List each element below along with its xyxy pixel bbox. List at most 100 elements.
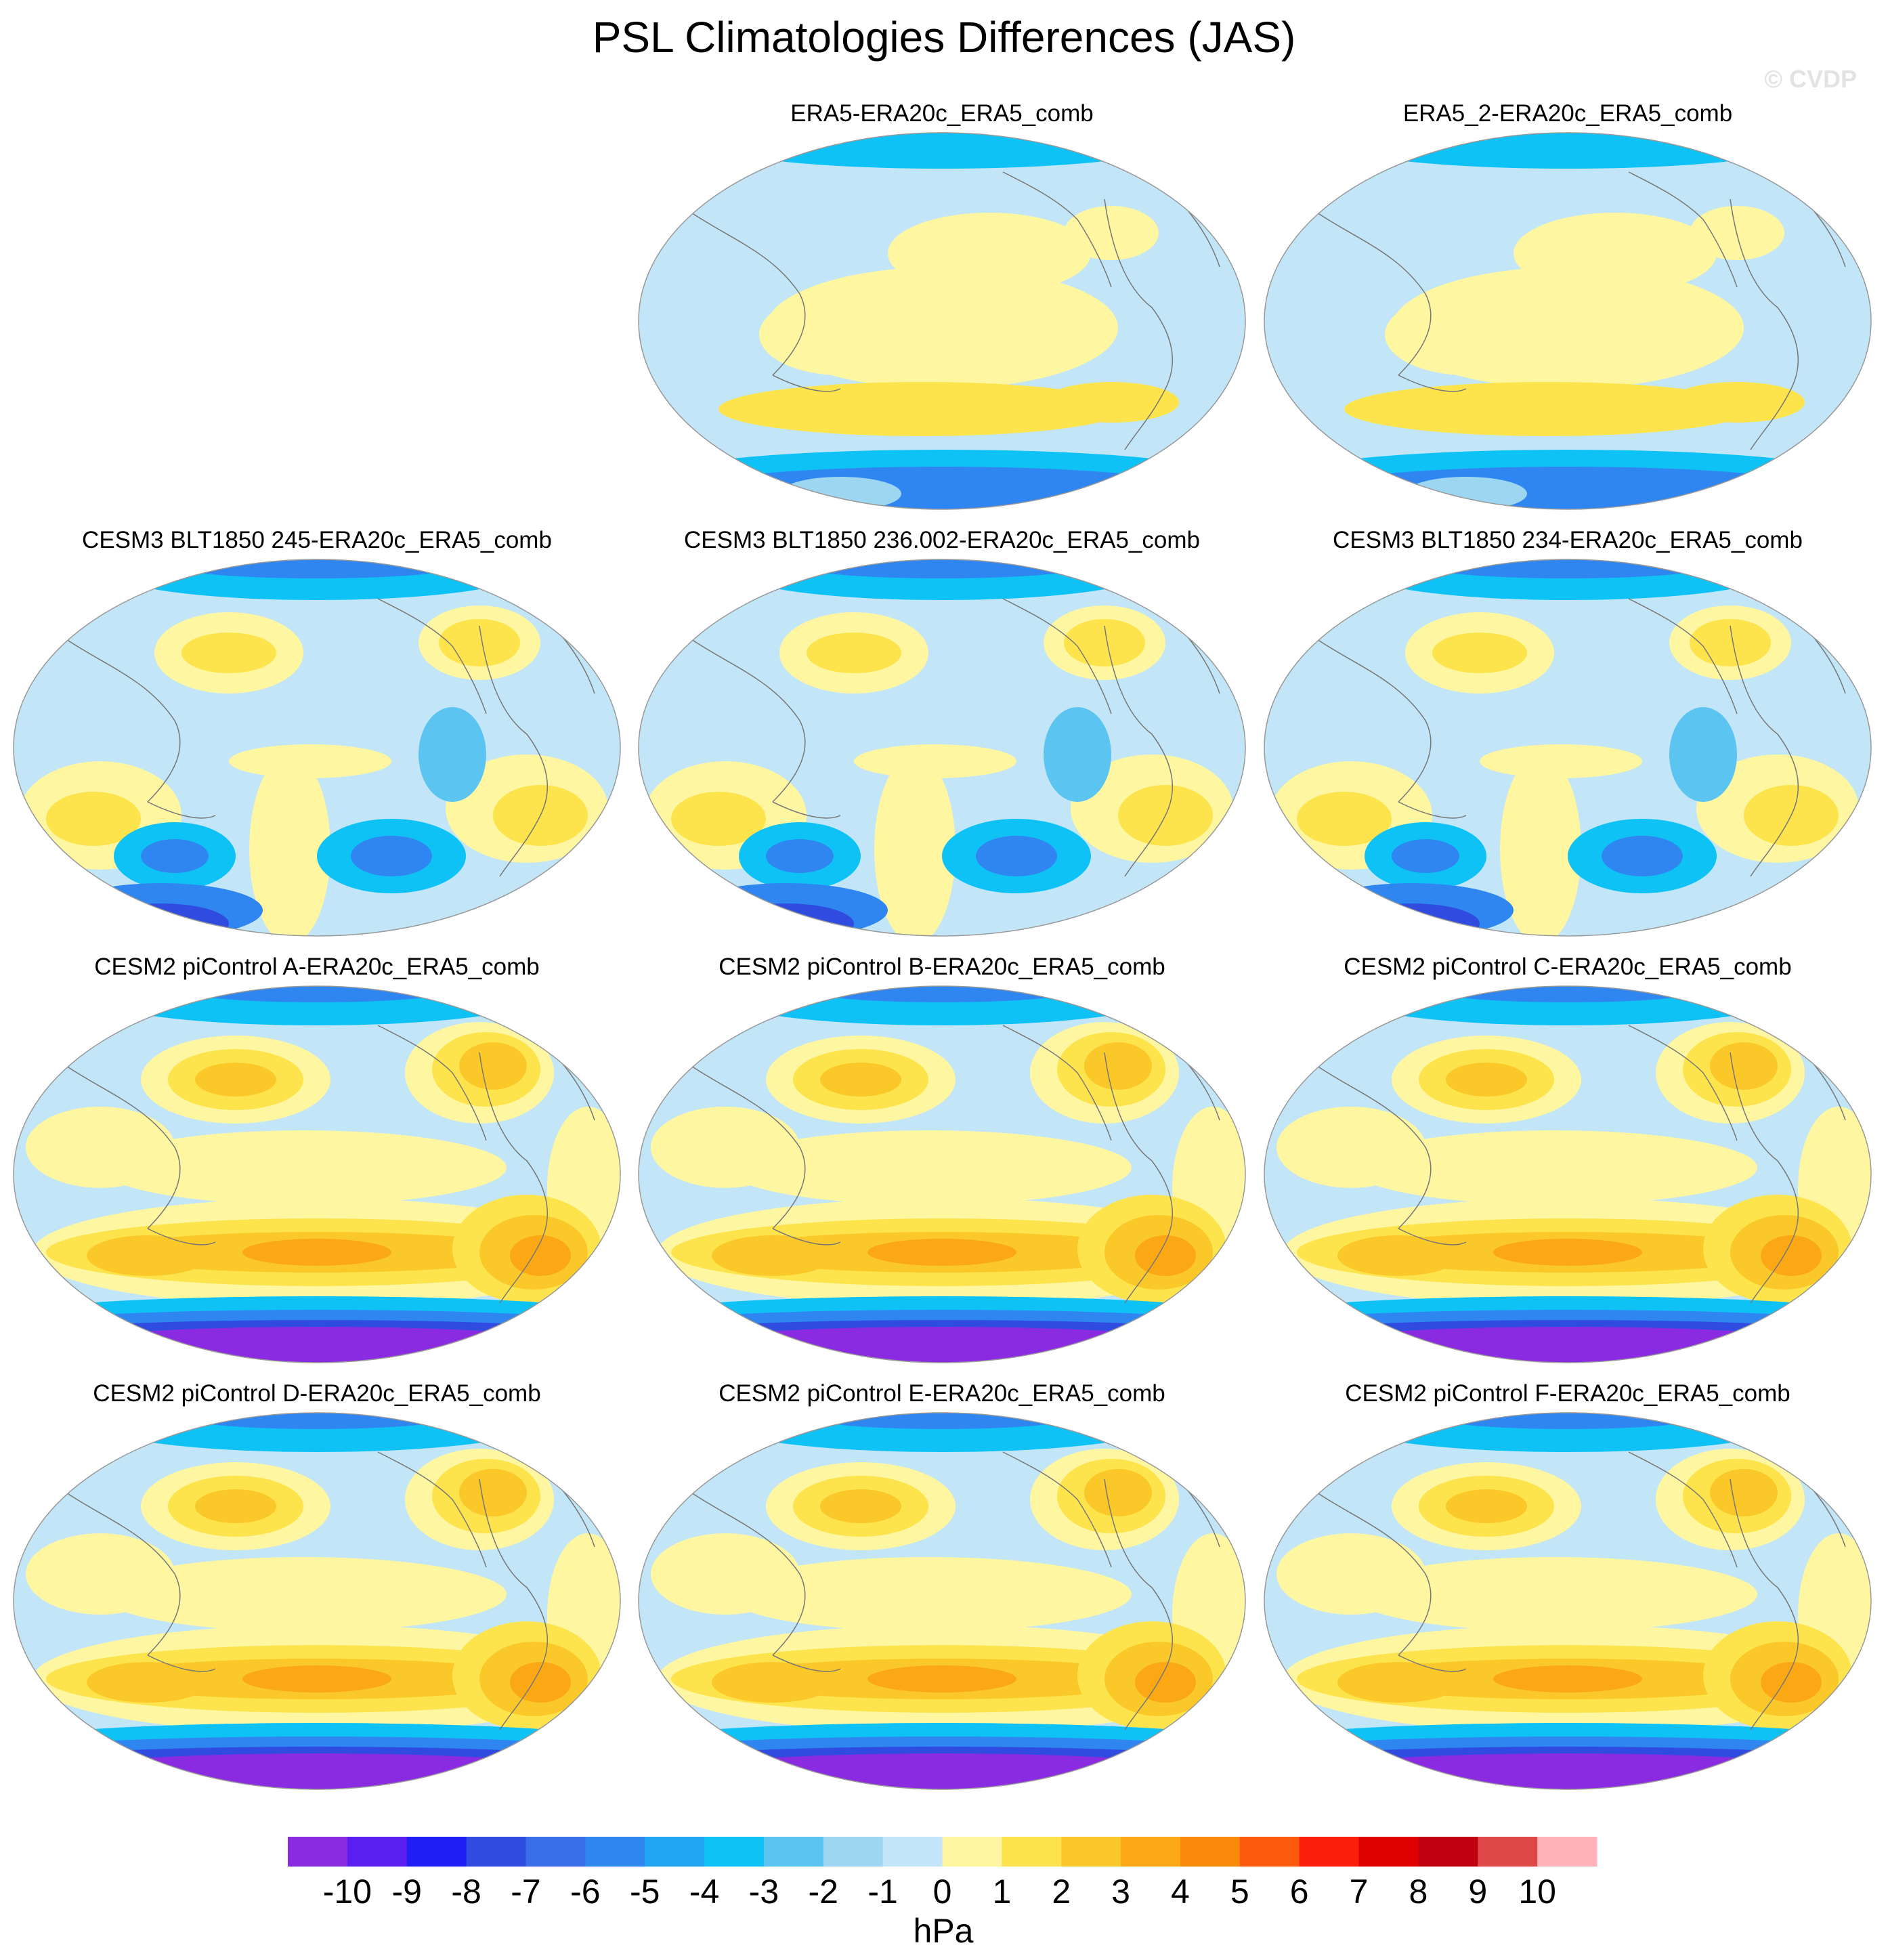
contour-region bbox=[820, 1489, 901, 1523]
panel-title: CESM2 piControl A-ERA20c_ERA5_comb bbox=[94, 954, 540, 980]
contour-region bbox=[351, 836, 432, 876]
coastline bbox=[1398, 801, 1467, 819]
contour-region bbox=[1351, 1130, 1757, 1205]
contour-region bbox=[746, 394, 854, 424]
contour-region bbox=[1351, 1557, 1757, 1632]
contour-region bbox=[1064, 619, 1145, 666]
coastline bbox=[1316, 639, 1432, 803]
contour-region bbox=[1761, 1235, 1822, 1276]
colorbar-swatch bbox=[823, 1837, 884, 1867]
map-panel: ERA5-ERA20c_ERA5_comb bbox=[637, 100, 1247, 520]
coastline bbox=[66, 1492, 181, 1656]
contour-region bbox=[87, 1235, 209, 1276]
contour-region bbox=[242, 1665, 391, 1692]
colorbar-tick-label: 6 bbox=[1290, 1873, 1309, 1911]
coastline bbox=[1002, 1451, 1112, 1568]
contour-region bbox=[1135, 1662, 1196, 1703]
contour-region bbox=[766, 839, 834, 873]
coastline bbox=[1316, 212, 1432, 376]
colorbar-swatch bbox=[882, 1837, 943, 1867]
colorbar-tick-label: -4 bbox=[689, 1873, 719, 1911]
map-outline bbox=[1264, 132, 1872, 510]
map-panel: CESM2 piControl F-ERA20c_ERA5_comb bbox=[1263, 1380, 1872, 1800]
contour-region bbox=[1371, 394, 1480, 424]
contour-region bbox=[26, 1533, 175, 1615]
contour-region bbox=[1084, 1469, 1152, 1516]
colorbar-swatch bbox=[942, 1837, 1002, 1867]
colorbar-swatch bbox=[1180, 1837, 1241, 1867]
robinson-map bbox=[638, 559, 1246, 937]
coastline bbox=[1104, 1478, 1174, 1730]
contour-region bbox=[1276, 1107, 1425, 1188]
panel-title: ERA5-ERA20c_ERA5_comb bbox=[790, 100, 1094, 127]
contour-region bbox=[867, 1665, 1016, 1692]
robinson-map bbox=[1264, 985, 1872, 1363]
contour-region bbox=[651, 1107, 800, 1188]
colorbar-swatch bbox=[347, 1837, 408, 1867]
contour-region bbox=[1500, 754, 1581, 936]
colorbar-tick-label: 2 bbox=[1052, 1873, 1071, 1911]
colorbar-swatch bbox=[763, 1837, 824, 1867]
map-outline bbox=[1264, 559, 1872, 937]
colorbar-tick-label: -6 bbox=[570, 1873, 600, 1911]
colorbar-tick-label: -3 bbox=[749, 1873, 779, 1911]
coastline bbox=[1628, 598, 1738, 715]
contour-region bbox=[888, 213, 1091, 294]
panel-title: CESM3 BLT1850 245-ERA20c_ERA5_comb bbox=[82, 527, 552, 553]
colorbar-swatch bbox=[1299, 1837, 1360, 1867]
coastline bbox=[377, 1025, 487, 1141]
colorbar-tick-label: -7 bbox=[511, 1873, 540, 1911]
contour-region bbox=[725, 1557, 1132, 1632]
coastline bbox=[147, 1228, 216, 1245]
contour-region bbox=[1514, 213, 1717, 294]
contour-region bbox=[100, 1130, 507, 1205]
colorbar-tick-label: 10 bbox=[1518, 1873, 1556, 1911]
panel-title: CESM2 piControl F-ERA20c_ERA5_comb bbox=[1345, 1380, 1790, 1407]
contour-region bbox=[1392, 839, 1459, 873]
coastline bbox=[1398, 375, 1467, 392]
map-panel: CESM2 piControl C-ERA20c_ERA5_comb bbox=[1263, 954, 1872, 1373]
colorbar-swatch bbox=[1478, 1837, 1538, 1867]
contour-region bbox=[459, 1469, 527, 1516]
robinson-map bbox=[13, 559, 621, 937]
figure-title: PSL Climatologies Differences (JAS) bbox=[592, 13, 1296, 62]
coastline bbox=[1002, 171, 1112, 288]
coastline bbox=[1628, 1451, 1738, 1568]
map-panel: CESM2 piControl B-ERA20c_ERA5_comb bbox=[637, 954, 1247, 1373]
contour-region bbox=[195, 1063, 276, 1096]
coastline bbox=[479, 1478, 549, 1730]
contour-region bbox=[759, 294, 922, 375]
contour-region bbox=[820, 1063, 901, 1096]
coastline bbox=[1730, 1052, 1799, 1304]
contour-region bbox=[1432, 986, 1703, 1002]
coastline bbox=[1316, 1065, 1432, 1229]
contour-region bbox=[459, 1042, 527, 1090]
colorbar-swatch bbox=[1002, 1837, 1062, 1867]
contour-region bbox=[419, 707, 486, 802]
colorbar-swatch bbox=[1121, 1837, 1181, 1867]
colorbar-swatch bbox=[1358, 1837, 1419, 1867]
map-panel: CESM2 piControl E-ERA20c_ERA5_comb bbox=[637, 1380, 1247, 1800]
map-outline bbox=[13, 559, 621, 937]
contour-region bbox=[1432, 633, 1527, 673]
contour-region bbox=[1385, 294, 1547, 375]
contour-region bbox=[510, 1235, 571, 1276]
contour-region bbox=[712, 1662, 834, 1703]
map-outline bbox=[1264, 985, 1872, 1363]
contour-region bbox=[439, 619, 520, 666]
coastline bbox=[1104, 1052, 1174, 1304]
map-panel: CESM2 piControl D-ERA20c_ERA5_comb bbox=[12, 1380, 622, 1800]
contour-region bbox=[1084, 1042, 1152, 1090]
contour-region bbox=[141, 839, 209, 873]
coastline bbox=[147, 801, 216, 819]
map-outline bbox=[13, 1412, 621, 1790]
coastline bbox=[1002, 1025, 1112, 1141]
contour-region bbox=[1710, 1469, 1778, 1516]
contour-region bbox=[1337, 1662, 1459, 1703]
map-panel: CESM3 BLT1850 234-ERA20c_ERA5_comb bbox=[1263, 527, 1872, 947]
coastline bbox=[691, 1065, 806, 1229]
coastline bbox=[1316, 1492, 1432, 1656]
contour-region bbox=[651, 1533, 800, 1615]
contour-region bbox=[26, 1107, 175, 1188]
